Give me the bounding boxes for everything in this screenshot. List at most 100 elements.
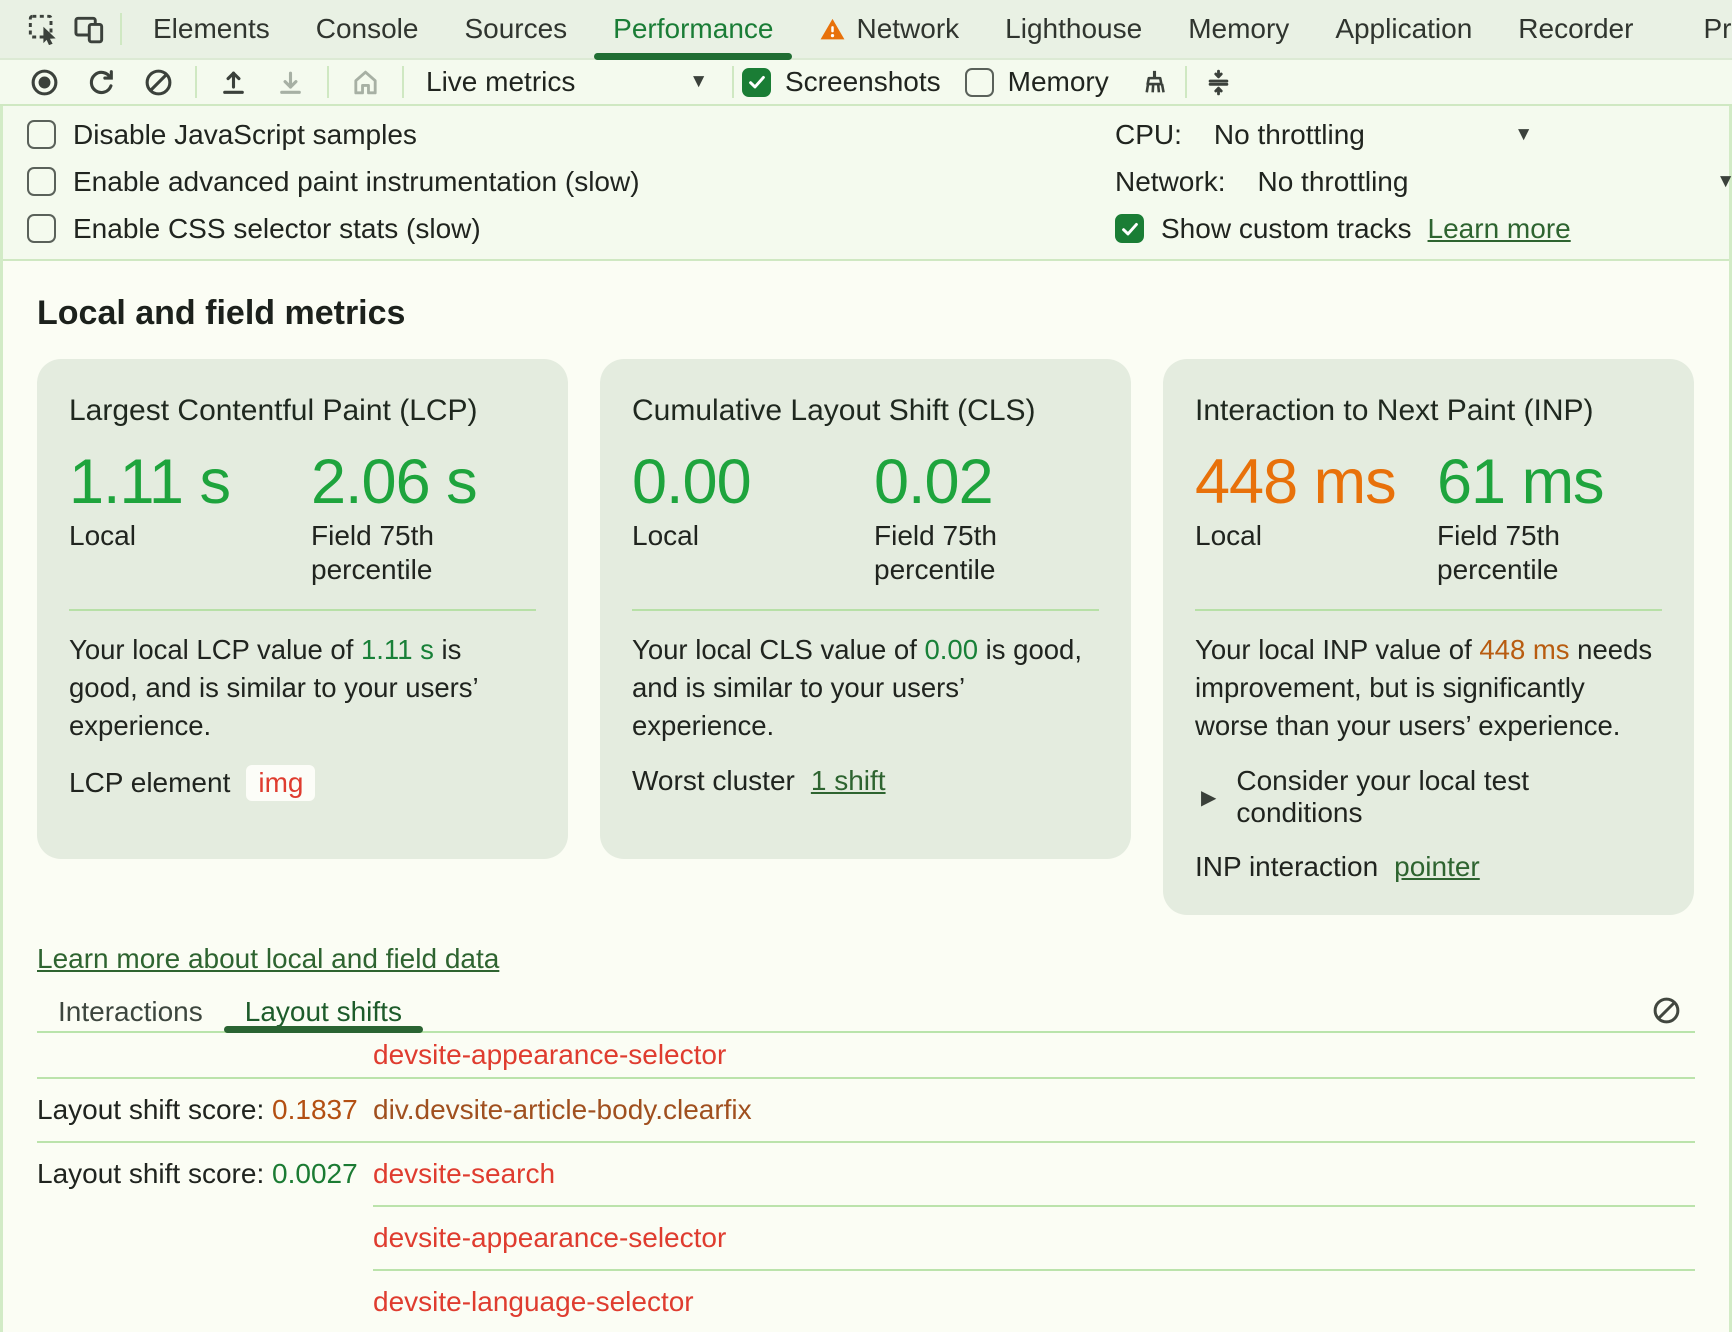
tab-layout-shifts[interactable]: Layout shifts (223, 993, 424, 1033)
element-link[interactable]: devsite-search (373, 1158, 556, 1189)
local-test-conditions-disclosure[interactable]: ▶ Consider your local test conditions (1201, 765, 1529, 828)
chevron-down-icon[interactable]: ▼ (1716, 170, 1732, 192)
advanced-paint-label[interactable]: Enable advanced paint instrumentation (s… (73, 165, 640, 197)
tab-lighthouse[interactable]: Lighthouse (1005, 13, 1143, 44)
inspect-element-icon[interactable] (20, 6, 66, 52)
network-label: Network: (1115, 165, 1226, 197)
divider (120, 13, 122, 45)
memory-checkbox-label[interactable]: Memory (1007, 66, 1109, 97)
cls-local-label: Local (632, 520, 699, 551)
css-selector-stats-label[interactable]: Enable CSS selector stats (slow) (73, 212, 481, 244)
metric-card-inp: Interaction to Next Paint (INP) 448 ms L… (1163, 359, 1694, 915)
record-button[interactable] (16, 61, 73, 103)
inp-interaction-row: INP interaction pointer (1195, 851, 1662, 883)
network-throttle-select[interactable]: No throttling (1257, 165, 1409, 197)
cls-field-value: 0.02 (874, 447, 994, 517)
screenshots-checkbox-label[interactable]: Screenshots (785, 66, 941, 97)
divider (1184, 66, 1187, 98)
inp-values: 448 ms Local 61 ms Field 75th percentile (1195, 449, 1662, 587)
card-divider (632, 609, 1099, 611)
device-toolbar-icon[interactable] (66, 6, 112, 52)
tab-memory[interactable]: Memory (1188, 13, 1290, 44)
live-metrics-view: Local and field metrics Largest Contentf… (3, 261, 1729, 1332)
divider (195, 66, 197, 98)
cls-field-label: Field 75th percentile (874, 520, 997, 585)
cls-local-value: 0.00 (632, 447, 752, 517)
custom-tracks-learn-more-link[interactable]: Learn more (1427, 212, 1571, 244)
home-icon[interactable] (337, 61, 394, 103)
memory-checkbox[interactable] (964, 67, 994, 97)
css-selector-stats-row: Enable CSS selector stats (slow) (27, 205, 640, 252)
show-custom-tracks-checkbox[interactable] (1115, 214, 1144, 243)
divider (732, 66, 734, 98)
disable-js-samples-row: Disable JavaScript samples (27, 111, 640, 158)
show-custom-tracks-label[interactable]: Show custom tracks (1161, 212, 1412, 244)
tab-recorder[interactable]: Recorder (1518, 13, 1634, 44)
throttling-settings: CPU: No throttling ▼ Network: No throttl… (1115, 111, 1732, 259)
record-and-reload-button[interactable] (73, 61, 130, 103)
capture-settings-pane: Disable JavaScript samples Enable advanc… (3, 106, 1732, 261)
layout-shift-row: Layout shift score: 0.1837 div.devsite-a… (37, 1094, 752, 1125)
custom-tracks-row: Show custom tracks Learn more (1115, 205, 1729, 252)
lcp-field-value: 2.06 s (311, 447, 478, 517)
card-divider (69, 609, 536, 611)
clear-button[interactable] (130, 61, 187, 103)
row-divider (37, 1141, 1695, 1143)
panel-tabs: Elements Console Sources Performance Net… (130, 0, 1732, 60)
inp-local-label: Local (1195, 520, 1262, 551)
worst-cluster-link[interactable]: 1 shift (810, 765, 886, 796)
tab-sources[interactable]: Sources (464, 13, 568, 44)
tab-console[interactable]: Console (315, 13, 419, 44)
tab-performance[interactable]: Performance (590, 0, 796, 60)
element-link[interactable]: devsite-appearance-selector (373, 1222, 727, 1253)
field-data-learn-more-link[interactable]: Learn more about local and field data (37, 943, 500, 974)
tab-network[interactable]: Network (796, 0, 982, 58)
card-divider (1195, 609, 1662, 611)
advanced-paint-row: Enable advanced paint instrumentation (s… (27, 158, 640, 205)
download-profile-icon[interactable] (262, 61, 319, 103)
tab-interactions[interactable]: Interactions (58, 996, 203, 1027)
element-link[interactable]: div.devsite-article-body.clearfix (373, 1094, 752, 1125)
tab-application[interactable]: Application (1335, 13, 1473, 44)
devtools-tabbar: Elements Console Sources Performance Net… (0, 0, 1732, 60)
layout-shift-score: 0.0027 (272, 1158, 358, 1189)
element-link[interactable]: devsite-appearance-selector (373, 1039, 727, 1070)
gc-brush-icon[interactable] (1133, 61, 1177, 103)
lcp-local-label: Local (69, 520, 136, 551)
cpu-label: CPU: (1115, 118, 1182, 150)
row-divider (373, 1269, 1695, 1271)
upload-profile-icon[interactable] (205, 61, 262, 103)
inp-field-label: Field 75th percentile (1437, 520, 1560, 585)
row-divider (37, 1077, 1695, 1079)
divider (402, 66, 404, 98)
inp-field-value: 61 ms (1437, 447, 1605, 517)
metric-card-cls: Cumulative Layout Shift (CLS) 0.00 Local… (600, 359, 1131, 859)
element-link[interactable]: devsite-language-selector (373, 1286, 694, 1317)
local-field-metrics-heading: Local and field metrics (37, 294, 406, 332)
collapse-view-icon[interactable] (1195, 61, 1243, 103)
tab-privacy-sandbox[interactable]: Privacy Sand (1703, 13, 1732, 44)
advanced-paint-checkbox[interactable] (27, 167, 56, 196)
history-select[interactable]: Live metrics ▼ (426, 66, 708, 97)
divider (327, 66, 329, 98)
chevron-down-icon[interactable]: ▼ (1514, 123, 1533, 145)
lcp-element-label: LCP element (69, 767, 231, 798)
inp-interaction-link[interactable]: pointer (1394, 851, 1480, 882)
layout-shift-row: devsite-appearance-selector (37, 1207, 1695, 1269)
lcp-element-chip[interactable]: img (246, 765, 316, 801)
layout-shift-row: devsite-language-selector (37, 1271, 1695, 1332)
lcp-element-row: LCP element img (69, 765, 536, 801)
lcp-field-label: Field 75th percentile (311, 520, 434, 585)
layout-shift-score: 0.1837 (272, 1094, 358, 1125)
tab-elements[interactable]: Elements (153, 13, 270, 44)
disable-js-samples-label[interactable]: Disable JavaScript samples (73, 118, 417, 150)
cls-card-title: Cumulative Layout Shift (CLS) (632, 394, 1036, 427)
cls-values: 0.00 Local 0.02 Field 75th percentile (632, 449, 1099, 587)
performance-panel-body: Disable JavaScript samples Enable advanc… (0, 106, 1732, 1332)
disable-js-samples-checkbox[interactable] (27, 120, 56, 149)
css-selector-stats-checkbox[interactable] (27, 214, 56, 243)
screenshots-checkbox[interactable] (742, 67, 771, 97)
inp-interaction-label: INP interaction (1195, 851, 1379, 882)
clear-log-icon[interactable] (1649, 993, 1683, 1027)
cpu-throttle-select[interactable]: No throttling (1213, 118, 1365, 150)
